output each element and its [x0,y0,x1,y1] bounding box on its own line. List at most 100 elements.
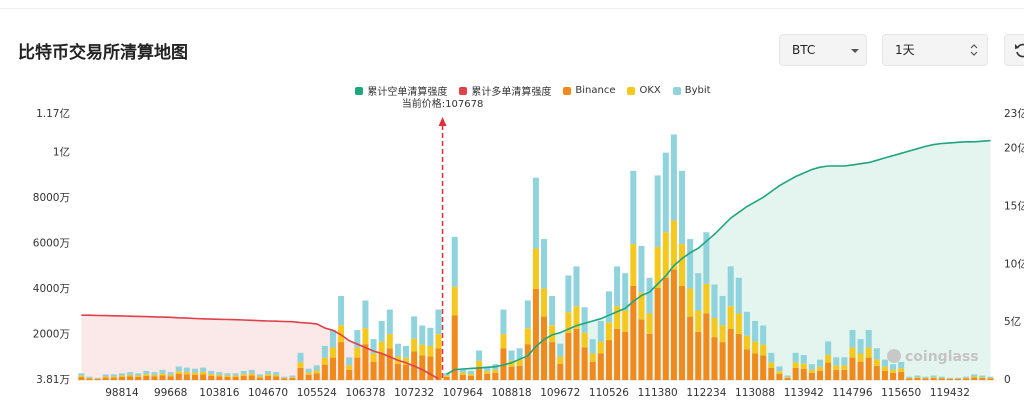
bar-segment [557,363,564,381]
y2-tick-label: 10亿 [1004,257,1024,270]
period-select[interactable]: 1天 [882,34,988,66]
x-tick-label: 114796 [832,387,872,399]
bar-segment [427,345,434,357]
bar-segment [208,370,215,375]
bar-segment [800,363,807,369]
area [446,140,991,380]
legend-item[interactable]: OKX [627,83,661,98]
bar-segment [873,359,880,366]
legend-item[interactable]: Bybit [672,83,711,98]
bar-segment [86,376,93,378]
legend-item[interactable]: 累计空单清算强度 [355,83,447,98]
bar-segment [305,372,312,375]
bar-segment [971,374,978,377]
bar-segment [386,348,393,381]
bar-segment [873,348,880,360]
bar-segment [605,322,612,341]
x-tick-label: 113088 [735,387,775,399]
bar-segment [135,373,142,376]
legend-swatch [355,86,364,95]
refresh-button[interactable] [1004,34,1024,66]
bar-segment [167,372,174,375]
bar-segment [516,359,523,366]
bar-segment [151,376,158,381]
bar-segment [532,177,539,249]
bar-segment [581,347,588,381]
bar-segment [808,364,815,370]
bar-segment [971,377,978,381]
bar-segment [979,378,986,381]
bar-segment [597,320,604,342]
bar-segment [524,328,531,345]
bar-segment [865,357,872,381]
bar-segment [110,374,117,377]
x-tick-label: 105524 [297,387,337,399]
bar-segment [451,236,458,287]
bar-segment [516,365,523,381]
bar-segment [614,266,621,307]
bar-segment [938,377,945,379]
bar-segment [191,372,198,375]
bar-segment [662,152,669,233]
bar-segment [118,375,125,377]
bar-segment [248,375,255,381]
bar-segment [605,340,612,381]
bar-segment [508,350,515,361]
bar-segment [516,348,523,360]
bar-segment [159,373,166,376]
bar-segment [752,353,759,381]
bar-segment [597,341,604,354]
bar-segment [727,266,734,307]
bar-segment [500,309,507,335]
bar-segment [86,378,93,381]
period-value: 1天 [895,43,915,57]
bar-segment [581,332,588,348]
bar-segment [467,370,474,375]
legend-swatch [459,86,468,95]
y-tick-label: 2000万 [33,329,70,341]
bar-segment [143,375,150,381]
bar-segment [240,374,247,376]
bar-segment [313,373,320,381]
bar-segment [622,310,629,332]
bar-segment [573,328,580,381]
legend-item[interactable]: 累计多单清算强度 [459,83,551,98]
bar-segment [557,343,564,357]
bar-segment [679,244,686,286]
bar-segment [467,374,474,376]
bar-segment [135,376,142,381]
bar-segment [719,295,726,326]
x-tick-label: 112234 [686,387,726,399]
bar-segment [565,275,572,313]
bar-segment [313,365,320,371]
bar-segment [849,330,856,348]
bar-segment [954,377,961,379]
bar-segment [930,375,937,378]
x-tick-label: 113942 [784,387,824,399]
bar-segment [78,375,85,377]
bar-segment [378,320,385,342]
bar-segment [394,343,401,357]
legend-label: 累计多单清算强度 [471,87,552,98]
bar-segment [865,347,872,358]
bar-segment [735,277,742,314]
coin-select[interactable]: BTC [779,34,867,66]
bar-segment [110,377,117,381]
bar-segment [703,313,710,381]
bar-segment [825,362,832,381]
bar-segment [760,325,767,345]
x-tick-label: 111380 [638,387,678,399]
bar-segment [703,232,710,284]
bar-segment [541,316,548,381]
bar-segment [265,370,272,375]
bar-segment [200,374,207,381]
bar-segment [776,366,783,372]
legend-label: Bybit [684,85,711,96]
bar-segment [630,244,637,286]
bar-segment [459,368,466,373]
bar-segment [898,368,905,372]
legend-item[interactable]: Binance [563,83,615,98]
bar-segment [614,328,621,381]
bar-segment [216,372,223,375]
